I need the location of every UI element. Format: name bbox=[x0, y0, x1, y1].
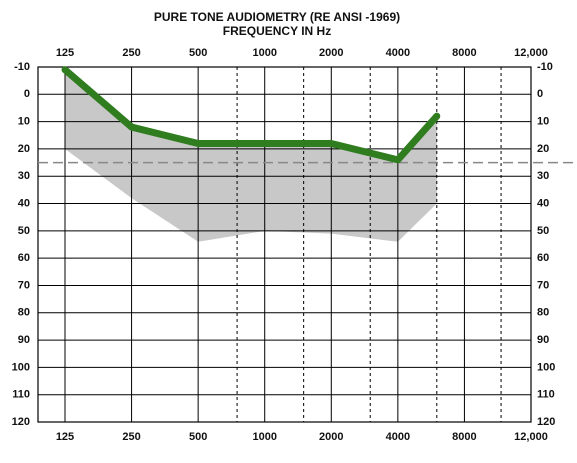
y-tick-label: 90 bbox=[18, 334, 30, 346]
x-tick-label: 12,000 bbox=[514, 431, 548, 443]
y-tick-label: 10 bbox=[18, 116, 30, 128]
x-tick-label-top: 2000 bbox=[319, 47, 343, 59]
x-tick-label: 250 bbox=[122, 431, 140, 443]
x-tick-label-top: 8000 bbox=[452, 47, 476, 59]
x-tick-label: 125 bbox=[56, 431, 74, 443]
x-tick-label-top: 1000 bbox=[252, 47, 276, 59]
plot-frame bbox=[37, 66, 532, 423]
y-tick-label: 70 bbox=[18, 279, 30, 291]
y-tick-label-right: 40 bbox=[537, 197, 549, 209]
y-tick-label: 0 bbox=[24, 88, 30, 100]
x-tick-label: 1000 bbox=[252, 431, 276, 443]
y-tick-label-right: 100 bbox=[537, 361, 555, 373]
x-tick-label-top: 125 bbox=[56, 47, 74, 59]
x-tick-label-top: 4000 bbox=[386, 47, 410, 59]
y-tick-label: 100 bbox=[12, 361, 30, 373]
x-tick-label: 500 bbox=[189, 431, 207, 443]
y-tick-label-right: 80 bbox=[537, 307, 549, 319]
x-tick-label-top: 12,000 bbox=[514, 47, 548, 59]
y-tick-label-right: 20 bbox=[537, 143, 549, 155]
x-tick-label: 8000 bbox=[452, 431, 476, 443]
chart-title: PURE TONE AUDIOMETRY (RE ANSI -1969) bbox=[154, 10, 400, 24]
y-tick-label: 120 bbox=[12, 416, 30, 428]
data-line bbox=[61, 66, 441, 164]
y-tick-label-right: -10 bbox=[537, 61, 553, 73]
y-tick-label: 40 bbox=[18, 197, 30, 209]
y-tick-label: -10 bbox=[14, 61, 30, 73]
x-tick-label-top: 500 bbox=[189, 47, 207, 59]
y-tick-label-right: 70 bbox=[537, 279, 549, 291]
shaded-area bbox=[65, 69, 437, 242]
y-tick-label-right: 90 bbox=[537, 334, 549, 346]
x-tick-label: 4000 bbox=[386, 431, 410, 443]
y-tick-label-right: 110 bbox=[537, 389, 555, 401]
chart-subtitle: FREQUENCY IN Hz bbox=[223, 24, 331, 38]
y-tick-label-right: 120 bbox=[537, 416, 555, 428]
y-tick-label: 30 bbox=[18, 170, 30, 182]
y-tick-label: 20 bbox=[18, 143, 30, 155]
y-tick-label: 80 bbox=[18, 307, 30, 319]
y-tick-label: 60 bbox=[18, 252, 30, 264]
y-tick-label-right: 10 bbox=[537, 116, 549, 128]
y-tick-label-right: 30 bbox=[537, 170, 549, 182]
x-tick-label-top: 250 bbox=[122, 47, 140, 59]
x-tick-label: 2000 bbox=[319, 431, 343, 443]
y-tick-label-right: 0 bbox=[537, 88, 543, 100]
y-tick-label-right: 50 bbox=[537, 225, 549, 237]
y-tick-label-right: 60 bbox=[537, 252, 549, 264]
y-tick-label: 50 bbox=[18, 225, 30, 237]
y-tick-label: 110 bbox=[12, 389, 30, 401]
